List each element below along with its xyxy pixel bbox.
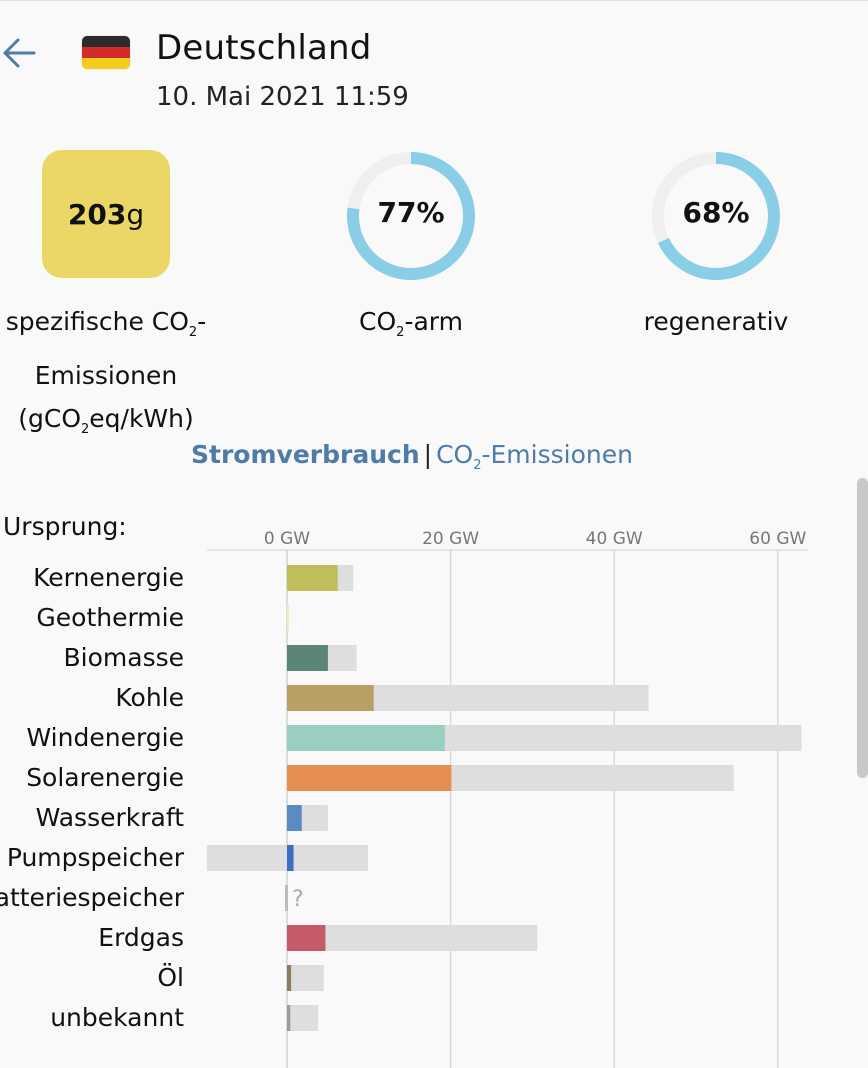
back-button[interactable] (0, 30, 40, 76)
x-tick-label: 40 GW (586, 529, 643, 549)
source-labels: Kernenergie Geothermie Biomasse Kohle Winden… (0, 558, 184, 1038)
top-divider (0, 0, 868, 1)
source-label: Kohle (115, 683, 184, 712)
view-toggle: Stromverbrauch | CO2-Emissionen (0, 440, 824, 473)
renewable-ring[interactable] (650, 150, 782, 282)
low-carbon-ring[interactable] (345, 150, 477, 282)
germany-flag-icon (82, 36, 130, 69)
production-bar (287, 925, 326, 951)
renewable-value: 68% (682, 196, 750, 229)
source-label: Öl (157, 963, 184, 992)
source-label: Pumpspeicher (6, 843, 184, 872)
source-label: Biomasse (63, 643, 185, 672)
source-label: Batteriespeicher (0, 883, 184, 912)
production-bar (287, 605, 289, 631)
production-bar (287, 805, 302, 831)
production-bar (287, 845, 294, 871)
co2-value: 203 (67, 197, 127, 231)
origin-heading: Ursprung: (3, 512, 127, 541)
renewable-label: regenerativ (643, 307, 789, 336)
tab-co2-emissionen[interactable]: CO2-Emissionen (436, 440, 633, 473)
production-chart: 0 GW 20 GW 40 GW 60 GW? (206, 529, 808, 1068)
x-tick-label: 20 GW (422, 529, 479, 549)
capacity-bar (287, 1005, 319, 1031)
x-tick-label: 0 GW (264, 529, 310, 549)
unknown-marker: ? (292, 887, 304, 912)
production-bar (287, 565, 338, 591)
capacity-bar (287, 925, 538, 951)
source-label: Wasserkraft (35, 803, 184, 832)
co2-unit: g (126, 197, 145, 231)
tab-separator: | (423, 440, 433, 469)
source-label: Windenergie (26, 723, 184, 752)
co2-intensity-label: spezifische CO2- Emissionen (gCO2eq/kWh) (5, 307, 207, 437)
production-bar (287, 965, 292, 991)
scrollbar[interactable] (857, 478, 868, 778)
page-title: Deutschland (156, 28, 372, 68)
production-bar (287, 765, 452, 791)
production-bar (287, 1005, 291, 1031)
production-bar (287, 685, 374, 711)
source-label: Geothermie (36, 603, 184, 632)
arrow-left-icon (3, 38, 36, 68)
capacity-bar (287, 965, 324, 991)
source-label: Kernenergie (33, 563, 184, 592)
x-tick-label: 60 GW (749, 529, 806, 549)
source-label: Solarenergie (26, 763, 184, 792)
production-bar (287, 725, 445, 751)
timestamp: 10. Mai 2021 11:59 (156, 82, 409, 112)
production-bar (285, 885, 288, 911)
low-carbon-label: CO2-arm (359, 307, 463, 340)
tab-stromverbrauch[interactable]: Stromverbrauch (191, 440, 420, 469)
source-label: unbekannt (50, 1003, 184, 1032)
low-carbon-value: 77% (377, 196, 445, 229)
source-label: Erdgas (98, 923, 184, 952)
co2-intensity-badge[interactable]: 203 g (42, 150, 170, 278)
production-bar (287, 645, 328, 671)
